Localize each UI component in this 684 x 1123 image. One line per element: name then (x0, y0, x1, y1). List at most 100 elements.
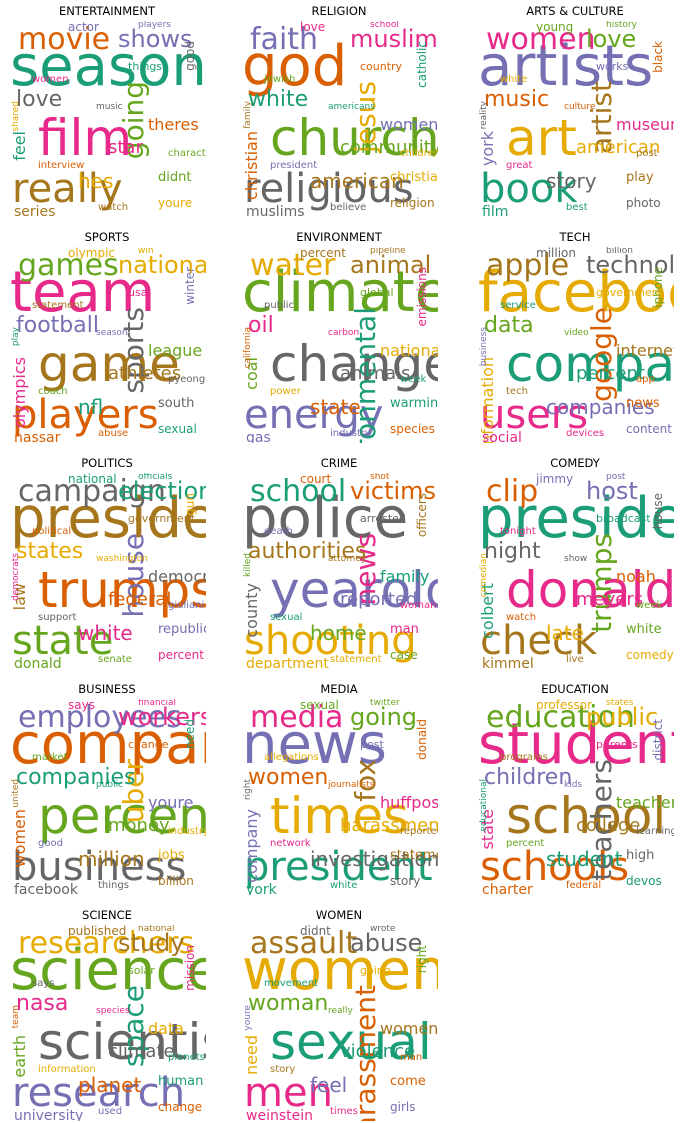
cloud-word: story (270, 1064, 296, 1075)
cloud-word: university (14, 1108, 84, 1121)
cloud-word: energy (244, 392, 384, 438)
cloud-word: public (264, 300, 295, 311)
cloud-word: school (506, 787, 667, 845)
cloud-word: school (250, 474, 347, 509)
cloud-word: american (576, 137, 661, 158)
cloud-word: facebook (14, 882, 78, 895)
cloud-word: team (11, 1005, 21, 1029)
cloud-word: family (380, 567, 430, 586)
cloud-word: department (246, 656, 329, 669)
wordcloud-panel: MEDIA news times president media fox women goin… (240, 682, 438, 897)
cloud-word: watch (98, 202, 129, 213)
cloud-word: officers (415, 493, 429, 538)
cloud-word: animal (350, 251, 432, 279)
cloud-word: season (96, 328, 128, 338)
cloud-word: business (12, 844, 187, 890)
cloud-word: business (479, 327, 489, 367)
cloud-word: state (12, 618, 114, 664)
cloud-word: national (138, 925, 175, 934)
cloud-word: didnt (300, 925, 331, 938)
cloud-word: show (564, 554, 588, 564)
cloud-word: broadcast (596, 512, 651, 525)
panel-title: COMEDY (550, 456, 600, 470)
cloud-word: feel (10, 131, 29, 161)
cloud-word: olympic (68, 247, 116, 260)
cloud-word: parents (596, 738, 638, 751)
cloud-word: climate (242, 260, 438, 325)
cloud-word: president (478, 486, 674, 551)
cloud-word: statement (390, 848, 438, 863)
cloud-word: good (38, 838, 63, 849)
cloud-word: money (108, 815, 170, 836)
cloud-word: campaign (18, 474, 166, 509)
cloud-word: financial (138, 699, 177, 708)
cloud-word: case (390, 648, 418, 662)
cloud-word: youre (148, 793, 194, 812)
cloud-word: woman (400, 600, 437, 611)
cloud-word: district (651, 719, 665, 761)
cloud-word: times (270, 787, 410, 845)
wordcloud: facebookcompanyusersapplegoogledatatechn… (476, 247, 674, 443)
cloud-word: arrested (360, 512, 406, 525)
cloud-word: christians (390, 170, 438, 185)
cloud-word: huffpost (380, 793, 438, 812)
cloud-word: shot (370, 473, 390, 482)
cloud-word: man (390, 622, 419, 637)
cloud-word: federal (566, 880, 602, 891)
cloud-word: election (118, 477, 206, 505)
cloud-word: says (68, 699, 95, 712)
cloud-word: week (400, 374, 427, 385)
cloud-word: million (78, 847, 145, 871)
cloud-word: political (32, 526, 72, 537)
cloud-word: art (506, 109, 577, 167)
cloud-word: teacher (616, 793, 674, 812)
cloud-word: love (300, 21, 326, 34)
cloud-word: winter (183, 267, 197, 305)
cloud-word: national (68, 473, 117, 486)
wordcloud: sciencescientistsresearchresearchersspac… (8, 925, 206, 1121)
cloud-word: south (158, 396, 195, 411)
cloud-word: women (10, 809, 29, 868)
cloud-word: sexual (270, 612, 303, 623)
cloud-word: million (536, 247, 576, 260)
cloud-word: death (264, 526, 293, 537)
wordcloud: studentsschoolschoolseducationteachersch… (476, 699, 674, 895)
cloud-word: movie (18, 22, 111, 57)
cloud-word: news (626, 396, 660, 411)
cloud-word: things (128, 60, 163, 73)
panel-title: WOMEN (315, 908, 363, 922)
cloud-word: children (400, 148, 438, 159)
cloud-word: book (480, 166, 578, 212)
wordcloud: policeyearoldshootingschoolnewsauthoriti… (240, 473, 438, 669)
cloud-word: industry (330, 428, 371, 439)
cloud-word: woman (248, 991, 329, 1016)
cloud-word: emissions (415, 267, 429, 327)
cloud-word: faith (250, 22, 319, 57)
cloud-word: muslim (350, 25, 438, 53)
cloud-word: species (390, 422, 435, 436)
cloud-word: washington (96, 554, 148, 564)
cloud-word: states (606, 699, 634, 708)
cloud-word: season (10, 34, 206, 99)
cloud-word: coach (38, 386, 68, 397)
cloud-word: programs (500, 752, 548, 763)
cloud-word: court (300, 473, 332, 486)
cloud-word: democrats (11, 553, 21, 601)
cloud-word: professor (536, 699, 593, 712)
cloud-word: night (484, 539, 541, 564)
cloud-word: sexual (270, 1013, 432, 1071)
panel-title: RELIGION (311, 4, 367, 18)
cloud-word: journalists (328, 780, 375, 790)
cloud-word: student (546, 847, 623, 871)
cloud-word: percent (300, 247, 346, 260)
cloud-word: times (330, 1106, 358, 1117)
cloud-word: donald (415, 719, 429, 760)
cloud-word: women (248, 765, 329, 790)
cloud-word: news (242, 712, 387, 777)
cloud-word: company (506, 335, 674, 393)
cloud-word: content (626, 422, 672, 436)
cloud-word: investigation (310, 847, 438, 871)
cloud-word: music (96, 102, 123, 112)
cloud-word: company (10, 712, 206, 777)
